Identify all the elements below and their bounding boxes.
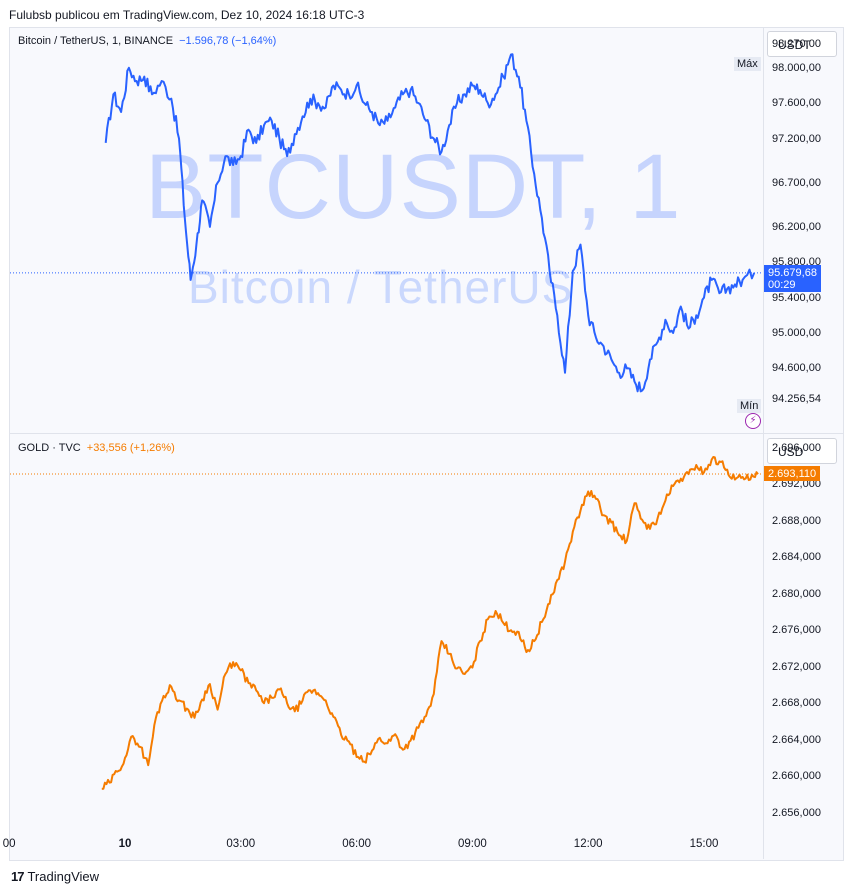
- x-tick-label: 09:00: [458, 838, 487, 850]
- btc-currency-button[interactable]: USDT: [767, 31, 837, 57]
- btc-legend-change: −1.596,78 (−1,64%): [179, 35, 277, 47]
- gold-y-tick-label: 2.688,000: [772, 514, 821, 527]
- btc-price-line: [104, 53, 756, 393]
- x-tick-label: 10: [118, 838, 132, 850]
- tradingview-footer[interactable]: 17 TradingView: [11, 869, 99, 884]
- btc-countdown: 00:29: [768, 278, 796, 291]
- gold-y-tick-label: 2.664,000: [772, 733, 821, 746]
- btc-last-price: 95.679,68: [768, 266, 817, 279]
- gold-y-tick-label: 2.656,000: [772, 806, 821, 819]
- chart-frame[interactable]: [9, 27, 844, 861]
- btc-max-label: Máx: [734, 57, 761, 71]
- btc-legend[interactable]: Bitcoin / TetherUS, 1, BINANCE −1.596,78 …: [18, 35, 276, 47]
- lightning-icon[interactable]: ⚡: [745, 413, 761, 429]
- btc-y-tick-label: 96.200,00: [772, 220, 821, 233]
- gold-y-tick-label: 2.696,000: [772, 441, 821, 454]
- btc-last-price-tag: 95.679,68 00:29: [764, 264, 821, 292]
- btc-min-label: Mín: [737, 399, 762, 413]
- gold-y-tick-label: 2.672,000: [772, 660, 821, 673]
- btc-y-tick-label: 98.270,00: [772, 37, 821, 50]
- btc-watermark-symbol: BTCUSDT, 1: [145, 136, 682, 238]
- x-tick-label: 15:00: [689, 838, 719, 850]
- gold-y-tick-label: 2.676,000: [772, 624, 821, 637]
- btc-y-tick-label: 95.400,00: [772, 291, 821, 304]
- gold-legend[interactable]: GOLD · TVC +33,556 (+1,26%): [18, 442, 175, 454]
- tradingview-brand: TradingView: [27, 869, 100, 884]
- btc-y-tick-label: 94.600,00: [772, 362, 821, 375]
- btc-watermark-name: Bitcoin / TetherUS: [188, 261, 574, 313]
- x-tick-label: 00: [2, 838, 16, 850]
- x-tick-label: 12:00: [573, 838, 603, 850]
- btc-y-tick-label: 95.000,00: [772, 326, 821, 339]
- gold-last-price: 2.693,110: [768, 468, 817, 481]
- btc-y-tick-label: 98.000,00: [772, 61, 821, 74]
- gold-last-price-tag: 2.693,110: [764, 466, 821, 482]
- x-tick-label: 03:00: [226, 838, 256, 850]
- gold-currency-button[interactable]: USD: [767, 438, 837, 464]
- btc-legend-symbol: Bitcoin / TetherUS, 1, BINANCE: [18, 35, 174, 47]
- gold-y-tick-label: 2.668,000: [772, 697, 821, 710]
- btc-y-tick-label: 96.700,00: [772, 176, 821, 189]
- gold-y-tick-label: 2.680,000: [772, 587, 821, 600]
- gold-y-tick-label: 2.660,000: [772, 770, 821, 783]
- gold-price-line: [101, 456, 759, 790]
- publish-info: Fulubsb publicou em TradingView.com, Dez…: [9, 8, 365, 22]
- gold-y-tick-label: 2.684,000: [772, 551, 821, 564]
- btc-y-tick-label: 97.200,00: [772, 132, 821, 145]
- gold-legend-symbol: GOLD · TVC: [18, 442, 81, 454]
- btc-y-tick-label: 94.256,54: [772, 392, 821, 405]
- gold-y-tick-label: 2.692,000: [772, 478, 821, 491]
- tradingview-logo-icon: 17: [11, 869, 25, 884]
- x-tick-label: 06:00: [342, 838, 371, 850]
- price-axis-divider: [763, 27, 764, 859]
- gold-legend-change: +33,556 (+1,26%): [86, 442, 175, 454]
- btc-y-tick-label: 97.600,00: [772, 97, 821, 110]
- pane-divider[interactable]: [9, 433, 843, 434]
